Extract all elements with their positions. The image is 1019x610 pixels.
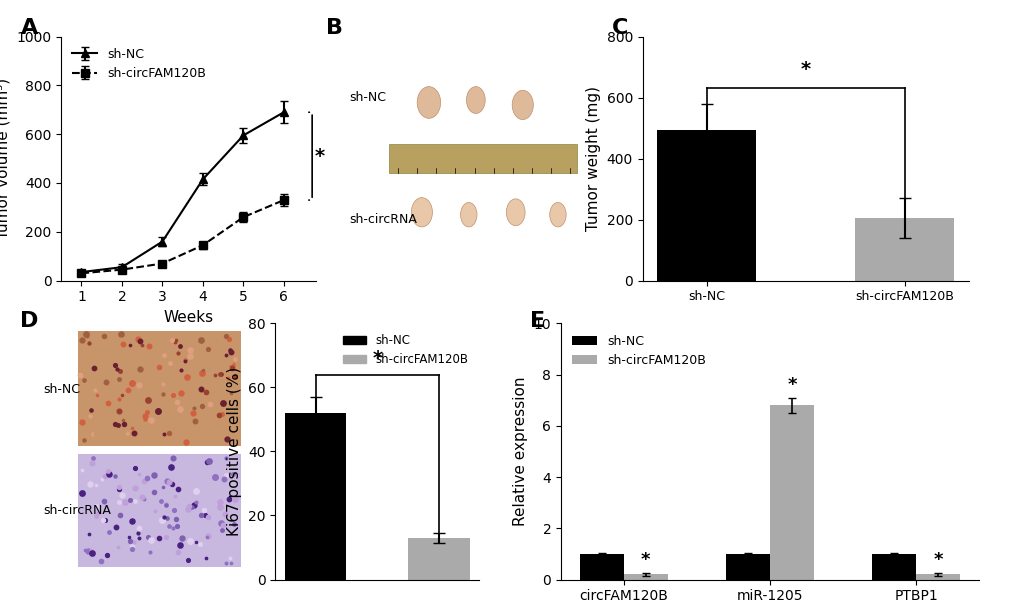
Text: B: B [326, 18, 343, 38]
Y-axis label: Relative expression: Relative expression [513, 376, 528, 526]
Bar [388, 144, 576, 173]
Text: *: * [314, 146, 324, 166]
Bar [408, 538, 470, 580]
Text: sh-circRNA: sh-circRNA [43, 504, 111, 517]
Text: sh-NC: sh-NC [43, 384, 79, 396]
Text: A: A [20, 18, 38, 38]
X-axis label: Weeks: Weeks [163, 310, 214, 325]
Text: *: * [787, 376, 796, 394]
Ellipse shape [417, 87, 440, 118]
Text: *: * [372, 349, 382, 368]
Bar [624, 575, 667, 580]
Text: *: * [932, 551, 943, 569]
Ellipse shape [466, 87, 485, 113]
Y-axis label: Ki67 positive cells (%): Ki67 positive cells (%) [227, 367, 243, 536]
Y-axis label: Tumor weight (mg): Tumor weight (mg) [585, 86, 600, 231]
Bar [77, 454, 240, 567]
Bar [854, 218, 953, 281]
Bar [657, 129, 756, 281]
Text: sh-circRNA: sh-circRNA [348, 213, 417, 226]
Text: D: D [20, 311, 39, 331]
Bar [284, 413, 346, 580]
Ellipse shape [549, 203, 566, 227]
Bar [726, 554, 769, 580]
Legend: sh-NC, sh-circFAM120B: sh-NC, sh-circFAM120B [67, 43, 211, 85]
Ellipse shape [512, 90, 533, 120]
Bar [77, 331, 240, 447]
Ellipse shape [461, 203, 477, 227]
Text: C: C [611, 18, 628, 38]
Bar [769, 405, 813, 580]
Text: *: * [800, 60, 810, 79]
Legend: sh-NC, sh-circFAM120B: sh-NC, sh-circFAM120B [567, 329, 710, 372]
Text: E: E [530, 311, 545, 331]
Y-axis label: Tumor volume (mm³): Tumor volume (mm³) [0, 78, 11, 239]
Bar [580, 554, 624, 580]
Text: *: * [640, 551, 650, 569]
Bar [915, 575, 959, 580]
Ellipse shape [505, 199, 525, 226]
Ellipse shape [411, 198, 432, 227]
Text: sh-NC: sh-NC [348, 91, 386, 104]
Legend: sh-NC, sh-circFAM120B: sh-NC, sh-circFAM120B [337, 329, 473, 370]
Bar [871, 554, 915, 580]
